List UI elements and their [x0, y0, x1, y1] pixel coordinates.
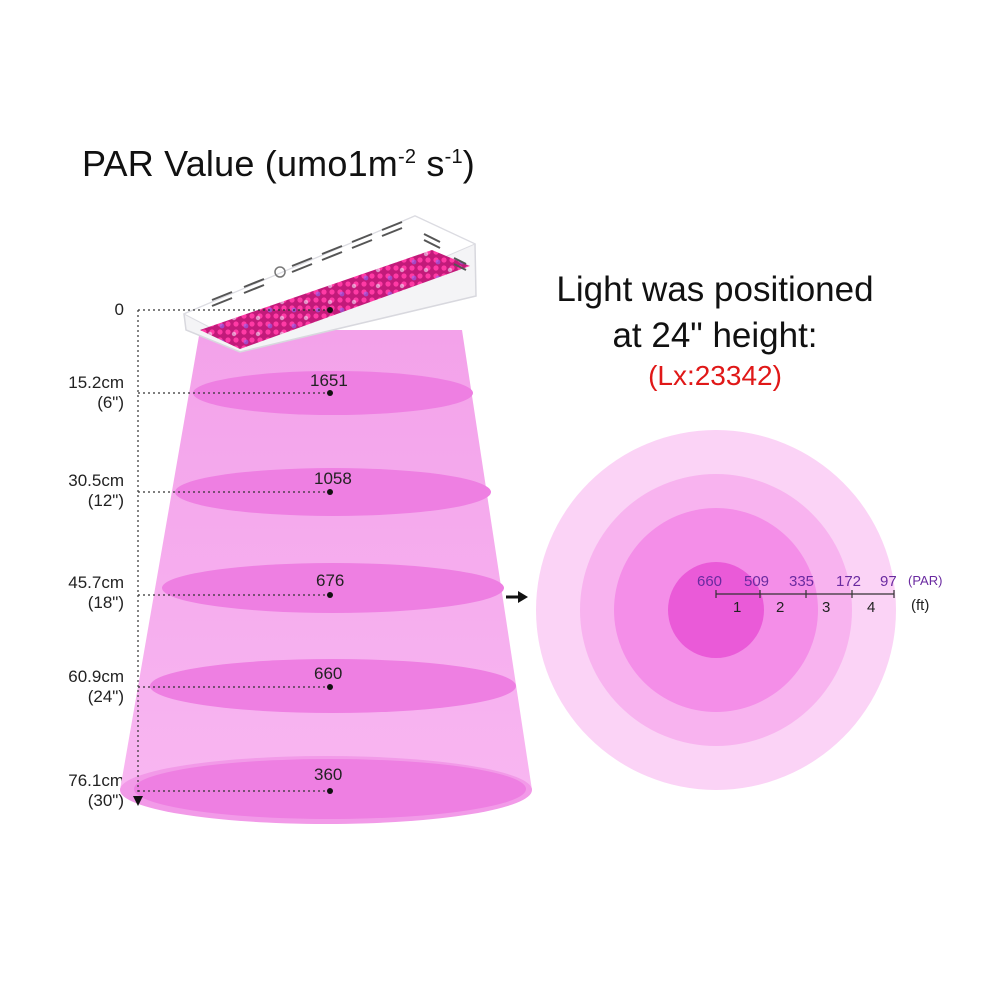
par-value-6in: 1651: [310, 371, 348, 390]
par-rings: [536, 430, 896, 790]
headline-line1: Light was positioned: [556, 270, 874, 309]
par-value-24in: 660: [314, 664, 342, 683]
par-ellipse-24in: [150, 659, 516, 713]
ring-distance-3: 3: [822, 599, 830, 616]
axis-arrow-down: [133, 796, 143, 806]
ring-distance-4: 4: [867, 599, 875, 616]
dot-18in: [327, 592, 333, 598]
dot-12in: [327, 489, 333, 495]
ring-distance-2: 2: [776, 599, 784, 616]
par-value-12in: 1058: [314, 469, 352, 488]
dot-0: [327, 307, 333, 313]
ring-scale: [715, 590, 895, 598]
grow-light-fixture: [182, 215, 477, 353]
par-value-30in: 360: [314, 765, 342, 784]
ring-distance-1: 1: [733, 599, 741, 616]
dot-24in: [327, 684, 333, 690]
chart-title: PAR Value (umo1m-2 s-1): [82, 143, 475, 184]
height-label-24in: 60.9cm (24"): [68, 667, 124, 706]
height-label-12in: 30.5cm (12"): [68, 471, 124, 510]
height-label-6in: 15.2cm (6"): [68, 373, 124, 412]
ring-value-0: 660: [697, 573, 722, 590]
dot-30in: [327, 788, 333, 794]
headline-line2: at 24" height:: [612, 316, 818, 355]
ring-value-2: 335: [789, 573, 814, 590]
ring-value-1: 509: [744, 573, 769, 590]
lux-reading: (Lx:23342): [648, 360, 782, 391]
par-value-18in: 676: [316, 571, 344, 590]
ring-value-4: 97: [880, 573, 897, 590]
ring-value-unit: (PAR): [908, 573, 942, 588]
par-ellipse-18in: [162, 563, 504, 613]
ring-distance-unit: (ft): [911, 597, 929, 614]
ring-center: [668, 562, 764, 658]
pointer-arrow: [506, 591, 528, 603]
ring-value-3: 172: [836, 573, 861, 590]
height-label-30in: 76.1cm (30"): [68, 771, 124, 810]
height-label-0: 0: [114, 300, 124, 319]
height-label-18in: 45.7cm (18"): [68, 573, 124, 612]
dot-6in: [327, 390, 333, 396]
